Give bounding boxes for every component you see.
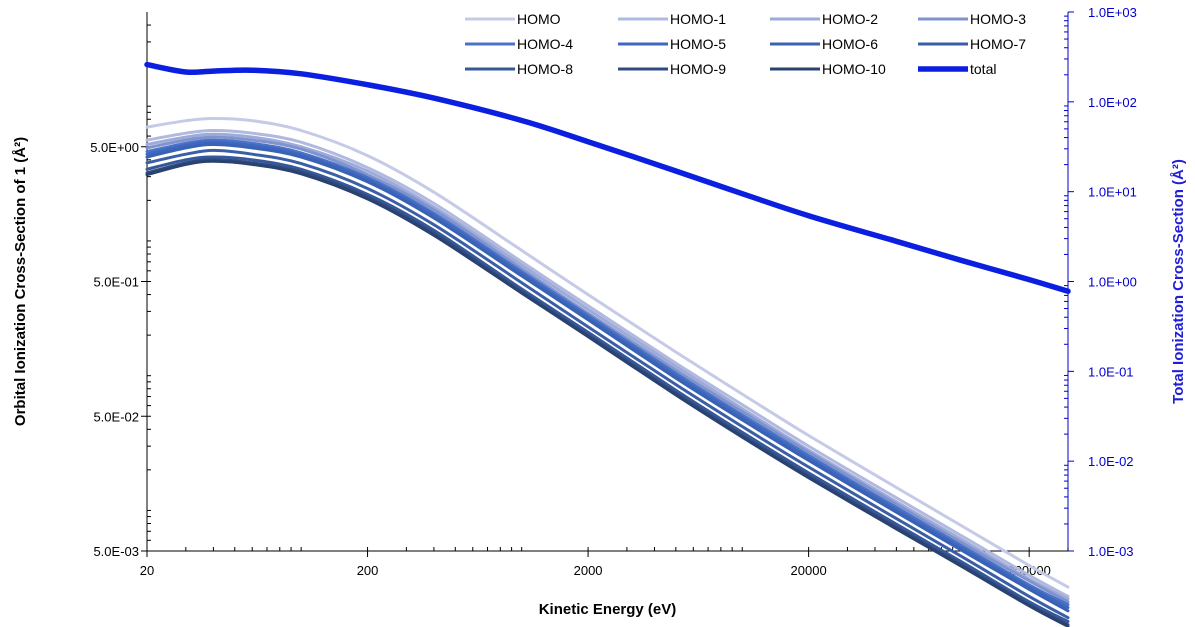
legend-label-homo-8: HOMO-8 — [517, 61, 573, 77]
chart-legend: HOMO HOMO-1 HOMO-2 HOMO-3 HOMO-4 HOMO-5 HOMO-6… — [465, 11, 1026, 77]
left-y-tick-label: 5.0E-03 — [93, 544, 139, 559]
legend-label-homo-9: HOMO-9 — [670, 61, 726, 77]
right-y-tick-label: 1.0E+00 — [1088, 275, 1137, 290]
series-line-homo-7 — [145, 148, 1070, 620]
chart-axes: 20 200 2000 20000 2000005.0E-035.0E-025.0E-0… — [90, 5, 1137, 578]
left-y-tick-label: 5.0E-02 — [93, 409, 139, 424]
left-y-axis-title: Orbital Ionization Cross-Section of 1 (Å… — [12, 137, 29, 426]
series-line-homo-3 — [145, 135, 1070, 604]
legend-label-homo-2: HOMO-2 — [822, 11, 878, 27]
legend-label-homo-5: HOMO-5 — [670, 36, 726, 52]
right-y-tick-label: 1.0E+03 — [1088, 5, 1137, 20]
series-line-homo — [145, 117, 1070, 589]
left-y-tick-label: 5.0E-01 — [93, 275, 139, 290]
x-axis-title: Kinetic Energy (eV) — [539, 601, 677, 618]
x-tick-label: 20 — [140, 563, 154, 578]
series-line-homo-4 — [145, 138, 1070, 607]
legend-label-homo-3: HOMO-3 — [970, 11, 1026, 27]
right-y-tick-label: 1.0E+02 — [1088, 95, 1137, 110]
series-line-homo-2 — [145, 132, 1070, 601]
right-y-tick-label: 1.0E+01 — [1088, 185, 1137, 200]
legend-label-total: total — [970, 61, 996, 77]
series-line-homo-6 — [145, 143, 1070, 613]
left-y-tick-label: 5.0E+00 — [90, 140, 139, 155]
right-y-tick-label: 1.0E-02 — [1088, 454, 1134, 469]
right-y-tick-label: 1.0E-03 — [1088, 544, 1134, 559]
x-tick-label: 200 — [357, 563, 379, 578]
series-line-homo-1 — [145, 129, 1070, 598]
legend-label-homo: HOMO — [517, 11, 561, 27]
right-y-tick-label: 1.0E-01 — [1088, 364, 1134, 379]
legend-label-homo-10: HOMO-10 — [822, 61, 886, 77]
series-line-homo-8 — [145, 155, 1070, 623]
right-y-axis-title: Total Ionization Cross-Section (Å²) — [1170, 159, 1187, 404]
x-tick-label: 20000 — [791, 563, 827, 578]
legend-label-homo-1: HOMO-1 — [670, 11, 726, 27]
series-layer — [144, 61, 1071, 627]
series-line-homo-5 — [145, 140, 1070, 610]
series-line-homo-9 — [145, 158, 1070, 627]
x-tick-label: 2000 — [574, 563, 603, 578]
legend-label-homo-4: HOMO-4 — [517, 36, 573, 52]
series-line-total — [144, 61, 1071, 294]
legend-label-homo-6: HOMO-6 — [822, 36, 878, 52]
series-line-homo-10 — [145, 159, 1070, 627]
legend-label-homo-7: HOMO-7 — [970, 36, 1026, 52]
